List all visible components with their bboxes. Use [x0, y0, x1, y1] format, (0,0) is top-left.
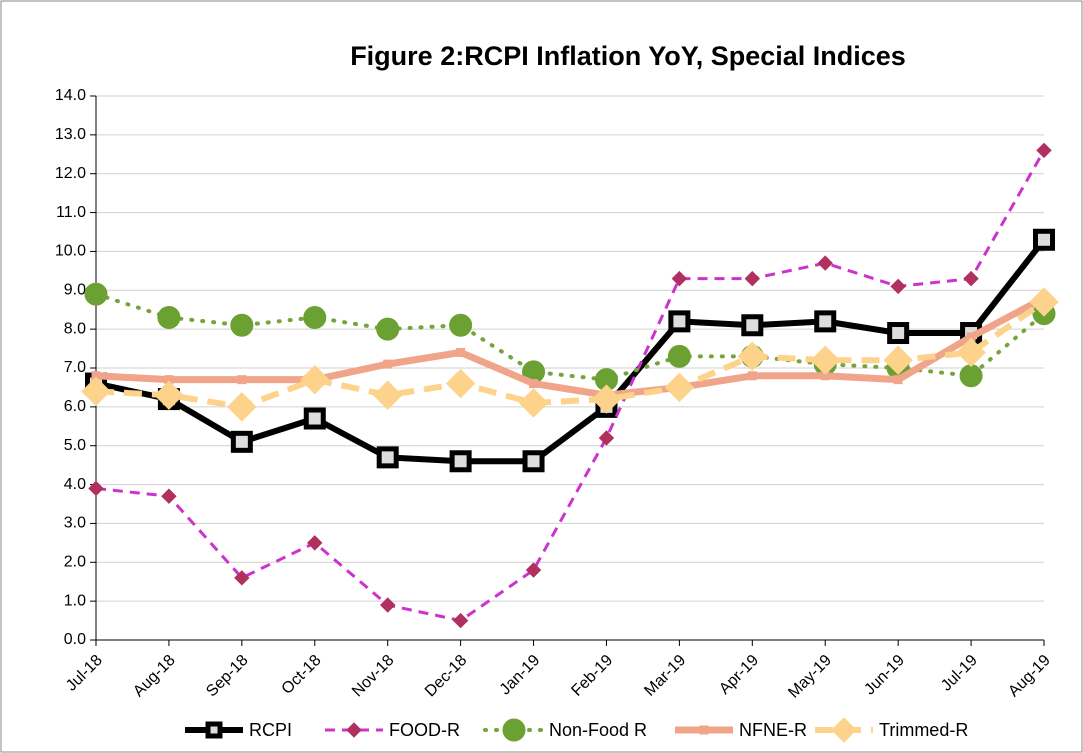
marker — [963, 270, 979, 287]
legend-label: Trimmed-R — [879, 720, 968, 740]
marker — [956, 337, 986, 368]
legend-label: Non-Food R — [549, 720, 647, 740]
y-tick-label: 14.0 — [55, 87, 86, 104]
marker — [591, 384, 622, 414]
series-line — [94, 292, 1046, 382]
marker — [154, 380, 184, 410]
marker — [664, 372, 695, 403]
y-tick-label: 7.0 — [64, 359, 86, 376]
marker — [502, 718, 526, 742]
marker — [227, 392, 257, 422]
y-tick-label: 1.0 — [64, 592, 86, 609]
marker — [376, 446, 399, 469]
y-tick-label: 10.0 — [55, 243, 86, 260]
y-tick-label: 9.0 — [64, 282, 86, 299]
marker — [300, 364, 330, 395]
y-tick-label: 0.0 — [64, 631, 86, 648]
marker — [452, 612, 469, 629]
marker — [372, 380, 403, 410]
marker — [237, 375, 247, 385]
marker — [699, 725, 709, 735]
marker — [883, 345, 913, 375]
marker — [205, 721, 223, 739]
series-line — [95, 237, 1047, 465]
marker — [744, 270, 761, 287]
y-tick-label: 11.0 — [56, 204, 86, 221]
marker — [379, 597, 396, 613]
marker — [893, 375, 903, 385]
y-tick-label: 3.0 — [64, 515, 86, 532]
marker — [831, 717, 857, 743]
marker — [598, 430, 615, 446]
marker — [667, 344, 691, 368]
marker — [230, 313, 254, 337]
marker — [887, 322, 910, 345]
y-tick-label: 4.0 — [64, 476, 86, 493]
series-line — [95, 149, 1046, 623]
marker — [376, 317, 400, 341]
legend-label: NFNE-R — [739, 720, 807, 740]
y-tick-label: 5.0 — [64, 437, 86, 454]
marker — [449, 313, 473, 337]
marker — [810, 345, 840, 375]
marker — [456, 347, 466, 357]
marker — [84, 282, 108, 306]
marker — [518, 388, 549, 418]
marker — [445, 368, 476, 399]
legend-label: RCPI — [249, 720, 292, 740]
marker — [747, 371, 757, 381]
marker — [668, 310, 691, 333]
marker — [522, 450, 545, 473]
marker — [1033, 228, 1055, 251]
marker — [307, 535, 323, 551]
y-tick-label: 6.0 — [64, 398, 86, 415]
y-tick-label: 12.0 — [55, 165, 86, 182]
series-line — [95, 294, 1046, 399]
marker — [959, 364, 983, 388]
plot — [81, 142, 1059, 629]
y-tick-label: 13.0 — [55, 126, 86, 143]
legend-label: FOOD-R — [389, 720, 460, 740]
marker — [449, 450, 472, 473]
marker — [88, 480, 104, 497]
series-line — [95, 299, 1046, 410]
marker — [303, 305, 327, 329]
marker — [157, 305, 181, 329]
y-tick-label: 2.0 — [64, 554, 86, 571]
marker — [383, 359, 393, 369]
marker — [529, 379, 539, 389]
legend: RCPI FOOD-R Non-Food R NFNE-R Trimmed-R — [185, 717, 968, 743]
marker — [234, 570, 250, 586]
marker — [1029, 287, 1059, 317]
marker — [890, 278, 906, 295]
marker — [741, 314, 764, 337]
chart-title: Figure 2:RCPI Inflation YoY, Special Ind… — [350, 41, 906, 71]
marker — [814, 310, 837, 333]
marker — [230, 430, 253, 453]
marker — [161, 488, 177, 504]
marker — [1036, 142, 1052, 159]
marker — [303, 407, 326, 430]
marker — [817, 255, 833, 271]
marker — [525, 562, 542, 578]
marker — [671, 270, 688, 287]
y-tick-label: 8.0 — [64, 320, 86, 337]
marker — [346, 722, 362, 738]
marker — [737, 341, 768, 372]
marker — [81, 376, 111, 407]
